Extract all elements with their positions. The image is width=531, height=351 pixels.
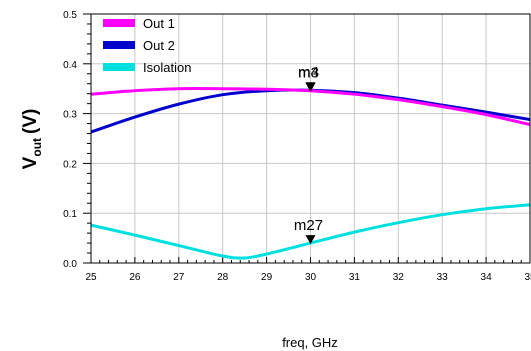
y-tick-label: 0.1: [63, 209, 77, 220]
y-tick-label: 0.2: [63, 159, 77, 170]
marker-label-m3: m3: [298, 65, 319, 82]
legend-swatch: [103, 41, 135, 49]
x-tick-label: 30: [305, 272, 317, 283]
y-axis-label: Vout (V): [20, 109, 44, 170]
y-axis-label-unit: (V): [20, 109, 41, 134]
y-axis-label-main: V: [20, 156, 41, 169]
x-tick-label: 35: [524, 272, 531, 283]
y-tick-label: 0.3: [63, 110, 77, 121]
legend-label: Isolation: [143, 60, 191, 75]
y-tick-label: 0.5: [63, 10, 77, 21]
series-line-isolation: [90, 203, 531, 260]
y-tick-label: 0.0: [63, 259, 77, 270]
x-tick-label: 27: [173, 272, 185, 283]
marker-label-m27: m27: [294, 217, 323, 234]
marker-label-m4: m4: [298, 64, 319, 81]
legend-label: Out 1: [143, 16, 175, 31]
x-tick-label: 28: [217, 272, 229, 283]
x-tick-label: 34: [481, 272, 493, 283]
legend-swatch: [103, 63, 135, 71]
tick-labels: 25 26 27 28 29 30 31 32 33 34 35 0.0 0.1 0.2 0.3 0.4 0.5: [63, 10, 531, 283]
marker-m4: [305, 82, 316, 92]
x-axis-label: freq, GHz: [282, 335, 338, 350]
x-tick-label: 25: [85, 272, 97, 283]
y-axis-label-sub: out: [30, 138, 44, 157]
marker-m27: [305, 235, 316, 245]
legend-swatch: [103, 19, 135, 27]
x-tick-label: 26: [129, 272, 141, 283]
legend-label: Out 2: [143, 38, 175, 53]
x-tick-label: 32: [393, 272, 405, 283]
x-tick-label: 33: [437, 272, 449, 283]
plot-frame: [90, 13, 531, 264]
y-tick-label: 0.4: [63, 60, 77, 71]
x-tick-label: 31: [349, 272, 361, 283]
x-tick-label: 29: [261, 272, 273, 283]
legend: Out 1 Out 2 Isolation: [103, 16, 191, 75]
